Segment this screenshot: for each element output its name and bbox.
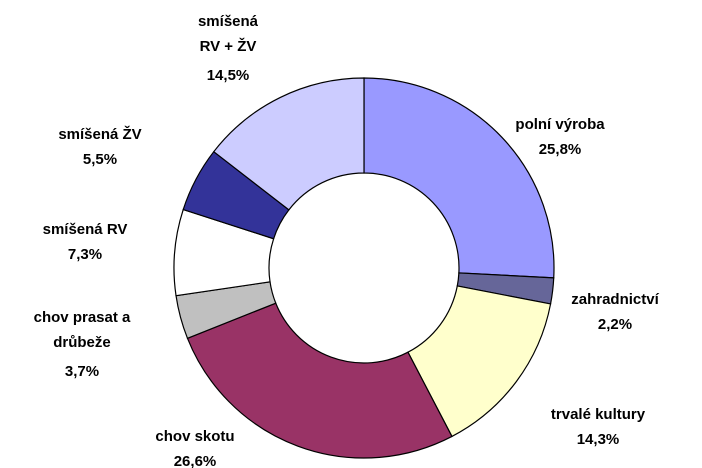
label-line: smíšená ŽV [58,125,141,143]
slice-label: smíšená ŽV [58,125,141,143]
slice-label: smíšená RV + ŽV [198,13,259,55]
value-label: 25,8% [539,141,582,158]
slice-label: chov prasat a drůbeže [34,309,131,351]
donut-slice [212,77,365,211]
value-label: 26,6% [174,453,217,468]
value-label: 3,7% [65,363,99,380]
label-line: polní výroba [515,116,605,133]
label-line: smíšená RV [43,221,128,238]
slice-label: smíšená RV [43,221,128,238]
label-line: trvalé kultury [551,406,646,423]
donut-slice [363,77,555,279]
label-line: smíšená [198,13,259,30]
slice-label: zahradnictví [571,291,659,308]
label-line: drůbeže [53,334,111,351]
slice-label: polní výroba [515,116,605,133]
donut-slice [186,302,453,459]
label-line: chov prasat a [34,309,131,326]
label-line: chov skotu [155,428,234,445]
value-label: 7,3% [68,246,102,263]
label-line: RV + ŽV [200,37,257,55]
slice-label: trvalé kultury [551,406,646,423]
value-label: 14,5% [207,67,250,84]
value-label: 5,5% [83,151,117,168]
value-label: 2,2% [598,316,632,333]
label-line: zahradnictví [571,291,659,308]
value-label: 14,3% [577,431,620,448]
slice-label: chov skotu [155,428,234,445]
